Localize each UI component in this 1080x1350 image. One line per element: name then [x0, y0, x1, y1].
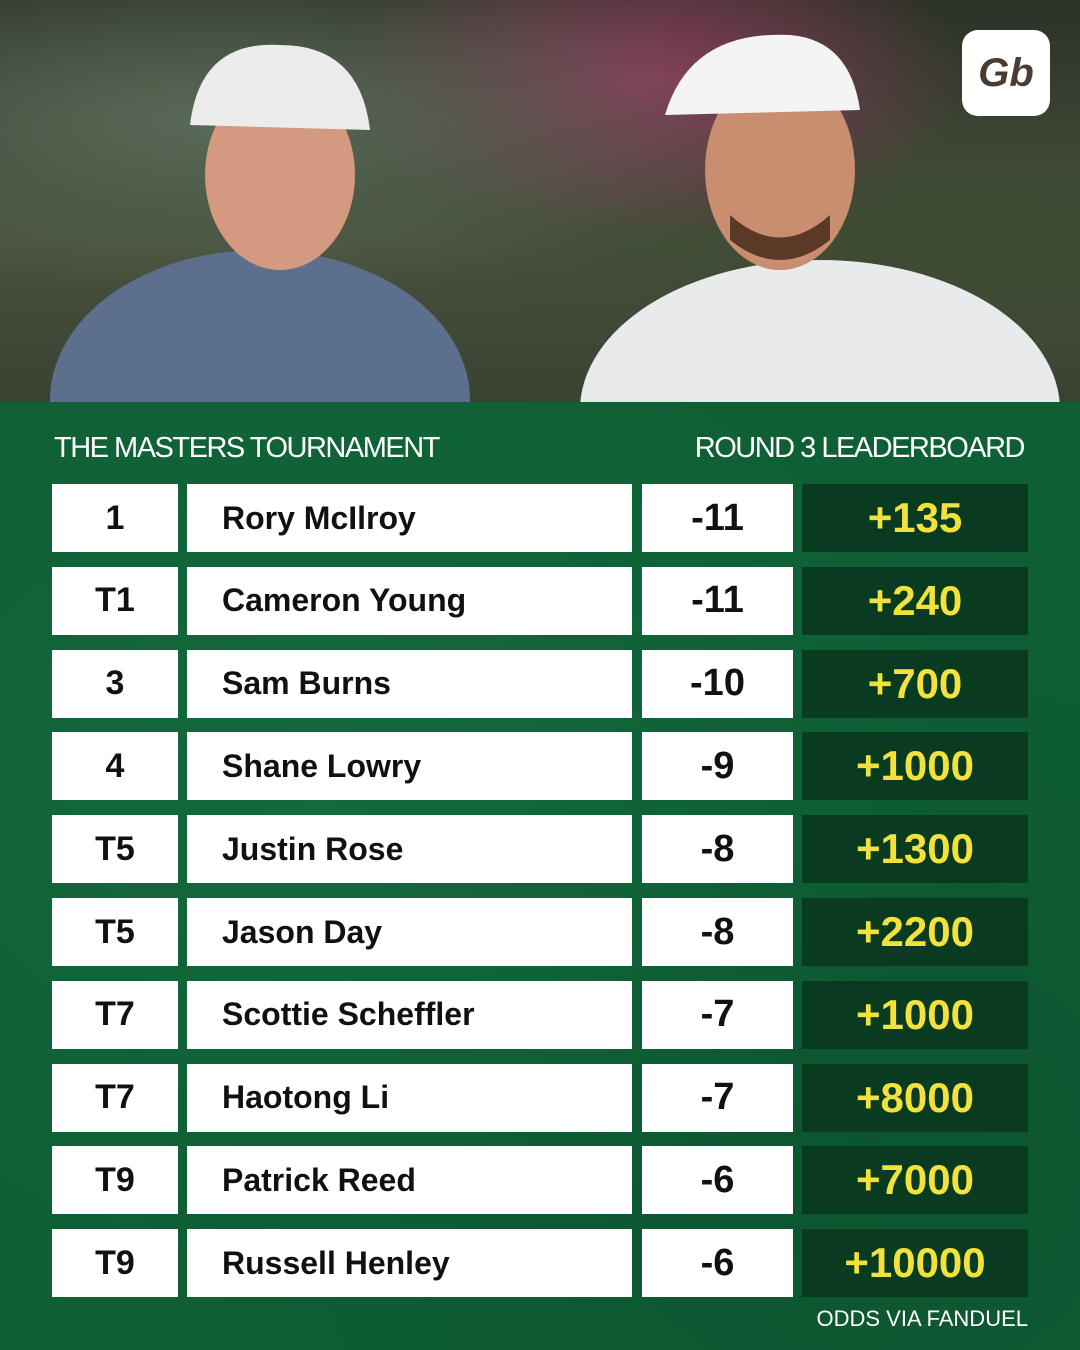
odds-cell: +700	[802, 649, 1028, 718]
score-cell: -8	[642, 815, 793, 884]
leaderboard-row: 3 Sam Burns -10 +700	[52, 649, 1028, 718]
score-cell: -11	[642, 484, 793, 552]
player-name-cell: Jason Day	[187, 898, 632, 966]
odds-cell: +2200	[802, 898, 1028, 966]
player-name-cell: Patrick Reed	[187, 1146, 632, 1215]
leaderboard-row: 4 Shane Lowry -9 +1000	[52, 732, 1028, 801]
leaderboard-row: T1 Cameron Young -11 +240	[52, 566, 1028, 635]
odds-cell: +135	[802, 484, 1028, 552]
score-cell: -6	[642, 1229, 793, 1298]
position-cell: 1	[52, 484, 178, 552]
odds-cell: +7000	[802, 1146, 1028, 1215]
tournament-title: THE MASTERS TOURNAMENT	[54, 432, 440, 464]
players-photo	[0, 0, 1080, 402]
score-cell: -9	[642, 732, 793, 801]
leaderboard-row: T9 Patrick Reed -6 +7000	[52, 1146, 1028, 1215]
score-cell: -7	[642, 980, 793, 1049]
score-cell: -11	[642, 566, 793, 635]
position-cell: T9	[52, 1146, 178, 1215]
position-cell: T5	[52, 898, 178, 966]
position-cell: 3	[52, 649, 178, 718]
player-name-cell: Shane Lowry	[187, 732, 632, 801]
score-cell: -8	[642, 898, 793, 966]
position-cell: T9	[52, 1229, 178, 1298]
odds-cell: +8000	[802, 1063, 1028, 1132]
player-name-cell: Rory McIlroy	[187, 484, 632, 552]
leaderboard-row: 1 Rory McIlroy -11 +135	[52, 484, 1028, 552]
player-name-cell: Russell Henley	[187, 1229, 632, 1298]
leaderboard-row: T5 Justin Rose -8 +1300	[52, 815, 1028, 884]
leaderboard-row: T5 Jason Day -8 +2200	[52, 898, 1028, 966]
position-cell: T7	[52, 980, 178, 1049]
position-cell: 4	[52, 732, 178, 801]
odds-cell: +1000	[802, 732, 1028, 801]
odds-cell: +240	[802, 566, 1028, 635]
position-cell: T5	[52, 815, 178, 884]
odds-cell: +10000	[802, 1229, 1028, 1298]
leaderboard-row: T7 Scottie Scheffler -7 +1000	[52, 980, 1028, 1049]
odds-source-note: ODDS VIA FANDUEL	[816, 1306, 1028, 1331]
gb-logo: Gb	[962, 30, 1050, 116]
odds-cell: +1300	[802, 815, 1028, 884]
score-cell: -6	[642, 1146, 793, 1215]
player-name-cell: Haotong Li	[187, 1063, 632, 1132]
score-cell: -7	[642, 1063, 793, 1132]
player-name-cell: Sam Burns	[187, 649, 632, 718]
position-cell: T1	[52, 566, 178, 635]
player-name-cell: Justin Rose	[187, 815, 632, 884]
leaderboard-title: ROUND 3 LEADERBOARD	[694, 432, 1026, 464]
leaderboard-row: T9 Russell Henley -6 +10000	[52, 1229, 1028, 1298]
player-name-cell: Scottie Scheffler	[187, 980, 632, 1049]
player-name-cell: Cameron Young	[187, 566, 632, 635]
leaderboard-row: T7 Haotong Li -7 +8000	[52, 1063, 1028, 1132]
odds-cell: +1000	[802, 980, 1028, 1049]
position-cell: T7	[52, 1063, 178, 1132]
score-cell: -10	[642, 649, 793, 718]
players-illustration	[50, 34, 1060, 402]
